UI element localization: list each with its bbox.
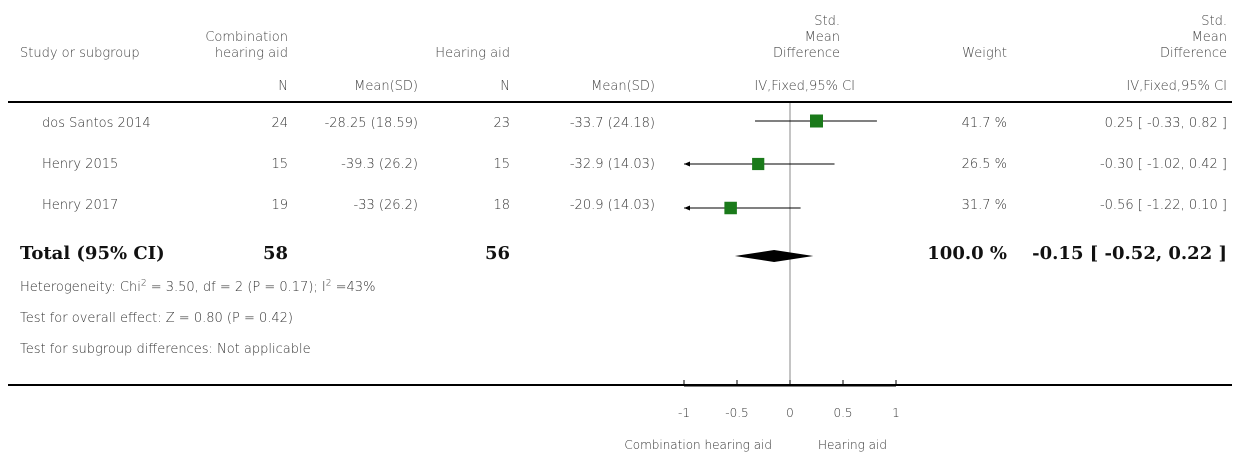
row-mean1: -39.3 (26.2) — [341, 157, 418, 172]
favours-right-label: Hearing aid — [818, 438, 887, 452]
total-ci: -0.15 [ -0.52, 0.22 ] — [1032, 243, 1227, 264]
total-label: Total (95% CI) — [20, 243, 165, 264]
study-square — [724, 201, 737, 215]
row-ci: -0.56 [ -1.22, 0.10 ] — [1099, 198, 1227, 213]
row-ci: -0.30 [ -1.02, 0.42 ] — [1099, 157, 1227, 172]
row-mean2: -32.9 (14.03) — [569, 157, 655, 172]
col-mean2-header: Mean(SD) — [591, 79, 655, 94]
row-study: Henry 2015 — [42, 157, 119, 172]
row-weight: 26.5 % — [961, 157, 1007, 172]
x-tick-label: -0.5 — [725, 406, 749, 420]
x-tick-label: 0.5 — [833, 406, 853, 420]
col-method-plot-header: IV,Fixed,95% CI — [754, 79, 855, 94]
row-ci: 0.25 [ -0.33, 0.82 ] — [1104, 116, 1227, 131]
col-group1-header: Combination hearing aid — [205, 30, 288, 61]
favours-left-label: Combination hearing aid — [624, 438, 772, 452]
x-tick-label: 1 — [892, 406, 900, 420]
row-mean2: -33.7 (24.18) — [569, 116, 655, 131]
col-smd-right-header: Std. Mean Difference — [1159, 14, 1227, 61]
col-weight-header: Weight — [962, 46, 1007, 61]
col-n1-header: N — [278, 79, 288, 94]
col-study-header: Study or subgroup — [20, 46, 140, 61]
row-mean1: -33 (26.2) — [353, 198, 418, 213]
heterogeneity-prefix: Heterogeneity: Chi — [20, 280, 141, 295]
ci-arrow-left — [684, 205, 690, 211]
row-n2: 23 — [493, 116, 510, 131]
header-rule — [8, 101, 1232, 103]
study-square — [810, 114, 823, 128]
study-square — [752, 157, 765, 171]
footer-rule — [8, 384, 1232, 386]
overall-effect-text: Test for overall effect: Z = 0.80 (P = 0… — [20, 311, 293, 326]
col-method-right-header: IV,Fixed,95% CI — [1126, 79, 1227, 94]
row-n1: 15 — [271, 157, 288, 172]
chi-sup: 2 — [140, 278, 147, 289]
col-mean1-header: Mean(SD) — [354, 79, 418, 94]
heterogeneity-mid: = 3.50, df = 2 (P = 0.17); I — [146, 280, 326, 295]
subgroup-diff-text: Test for subgroup differences: Not appli… — [20, 342, 311, 357]
row-study: Henry 2017 — [42, 198, 119, 213]
row-study: dos Santos 2014 — [42, 116, 151, 131]
pooled-diamond — [734, 250, 814, 262]
ci-arrow-left — [684, 161, 690, 167]
row-weight: 31.7 % — [961, 198, 1007, 213]
row-mean1: -28.25 (18.59) — [324, 116, 418, 131]
row-mean2: -20.9 (14.03) — [569, 198, 655, 213]
total-n1: 58 — [262, 243, 288, 264]
row-weight: 41.7 % — [961, 116, 1007, 131]
col-n2-header: N — [500, 79, 510, 94]
col-group2-header: Hearing aid — [435, 46, 510, 61]
row-n2: 18 — [493, 198, 510, 213]
x-tick-label: -1 — [678, 406, 690, 420]
row-n1: 24 — [271, 116, 288, 131]
row-n2: 15 — [493, 157, 510, 172]
total-weight: 100.0 % — [927, 243, 1007, 264]
i-sup: 2 — [325, 278, 332, 289]
row-n1: 19 — [271, 198, 288, 213]
heterogeneity-text: Heterogeneity: Chi2 = 3.50, df = 2 (P = … — [20, 278, 376, 296]
heterogeneity-suffix: =43% — [331, 280, 376, 295]
total-n2: 56 — [484, 243, 510, 264]
col-smd-plot-header: Std. Mean Difference — [772, 14, 840, 61]
x-tick-label: 0 — [786, 406, 794, 420]
